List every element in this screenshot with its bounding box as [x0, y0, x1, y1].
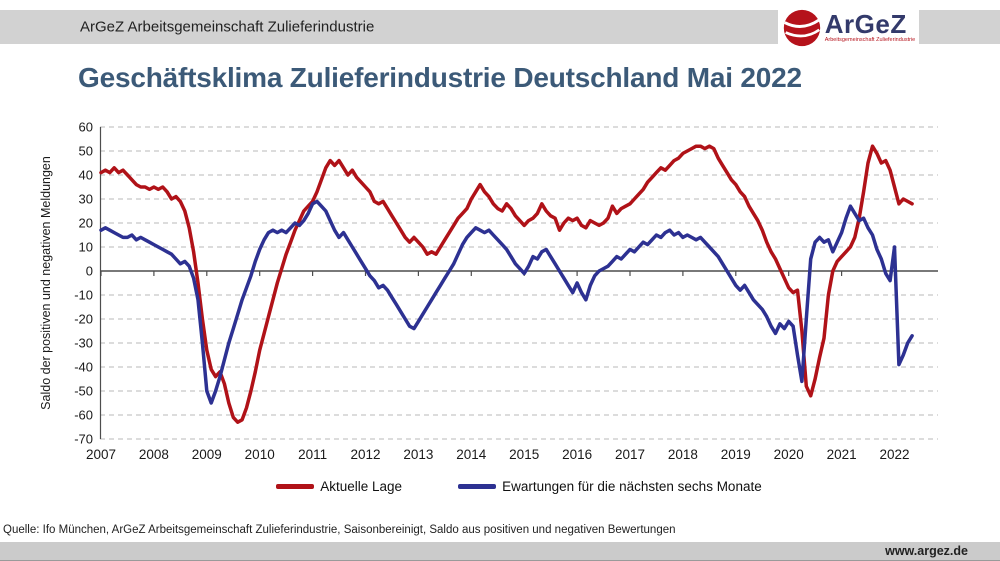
x-tick-label: 2016 — [562, 447, 592, 462]
x-tick-label: 2012 — [350, 447, 380, 462]
y-tick-label: -20 — [74, 312, 93, 327]
footer-website: www.argez.de — [885, 544, 968, 558]
y-tick-label: 30 — [79, 192, 93, 207]
y-tick-label: -40 — [74, 360, 93, 375]
y-axis-title: Saldo der positiven und negativen Meldun… — [39, 156, 53, 410]
legend-item-erwartungen: Ewartungen für die nächsten sechs Monate — [458, 479, 762, 494]
x-tick-label: 2015 — [509, 447, 539, 462]
y-tick-label: -10 — [74, 288, 93, 303]
x-tick-label: 2014 — [456, 447, 487, 462]
x-tick-label: 2017 — [615, 447, 645, 462]
x-tick-label: 2021 — [827, 447, 857, 462]
source-note: Quelle: Ifo München, ArGeZ Arbeitsgemein… — [3, 524, 676, 536]
x-tick-label: 2013 — [403, 447, 433, 462]
header-org-text: ArGeZ Arbeitsgemeinschaft Zulieferindust… — [80, 18, 375, 36]
legend-swatch-blue — [458, 484, 497, 489]
legend-label-erwartungen: Ewartungen für die nächsten sechs Monate — [502, 479, 762, 494]
y-tick-label: -30 — [74, 336, 93, 351]
page-title: Geschäftsklima Zulieferindustrie Deutsch… — [78, 62, 802, 93]
logo-wordmark: ArGeZ — [824, 8, 907, 39]
x-tick-label: 2009 — [192, 447, 222, 462]
chart-legend: Aktuelle Lage Ewartungen für die nächste… — [100, 479, 938, 494]
y-tick-label: 10 — [79, 240, 93, 255]
y-tick-label: -60 — [74, 408, 93, 423]
x-tick-label: 2020 — [774, 447, 804, 462]
legend-item-aktuelle-lage: Aktuelle Lage — [276, 479, 402, 494]
logo-text-block: ArGeZ Arbeitsgemeinschaft Zulieferindust… — [824, 8, 916, 44]
series-line-erwartungen — [99, 199, 914, 405]
y-tick-label: 20 — [79, 216, 93, 231]
x-tick-label: 2022 — [879, 447, 909, 462]
argez-globe-icon — [783, 9, 820, 47]
y-tick-label: 0 — [86, 264, 93, 279]
legend-label-aktuelle-lage: Aktuelle Lage — [320, 479, 403, 494]
x-tick-label: 2010 — [245, 447, 275, 462]
y-tick-label: 60 — [79, 120, 93, 135]
argez-logo: ArGeZ Arbeitsgemeinschaft Zulieferindust… — [778, 1, 919, 55]
y-tick-label: -50 — [74, 384, 93, 399]
x-tick-label: 2011 — [298, 447, 327, 462]
legend-swatch-red — [276, 484, 315, 489]
y-tick-label: -70 — [74, 432, 93, 447]
footer-bar: www.argez.de — [0, 542, 1000, 561]
y-tick-label: 40 — [79, 168, 93, 183]
y-tick-label: 50 — [79, 144, 93, 159]
x-tick-label: 2019 — [721, 447, 751, 462]
logo-subtitle: Arbeitsgemeinschaft Zulieferindustrie — [824, 37, 916, 44]
series-line-aktuelle-lage — [99, 144, 914, 424]
x-tick-label: 2008 — [139, 447, 169, 462]
x-tick-label: 2018 — [668, 447, 698, 462]
x-tick-label: 2007 — [86, 447, 116, 462]
